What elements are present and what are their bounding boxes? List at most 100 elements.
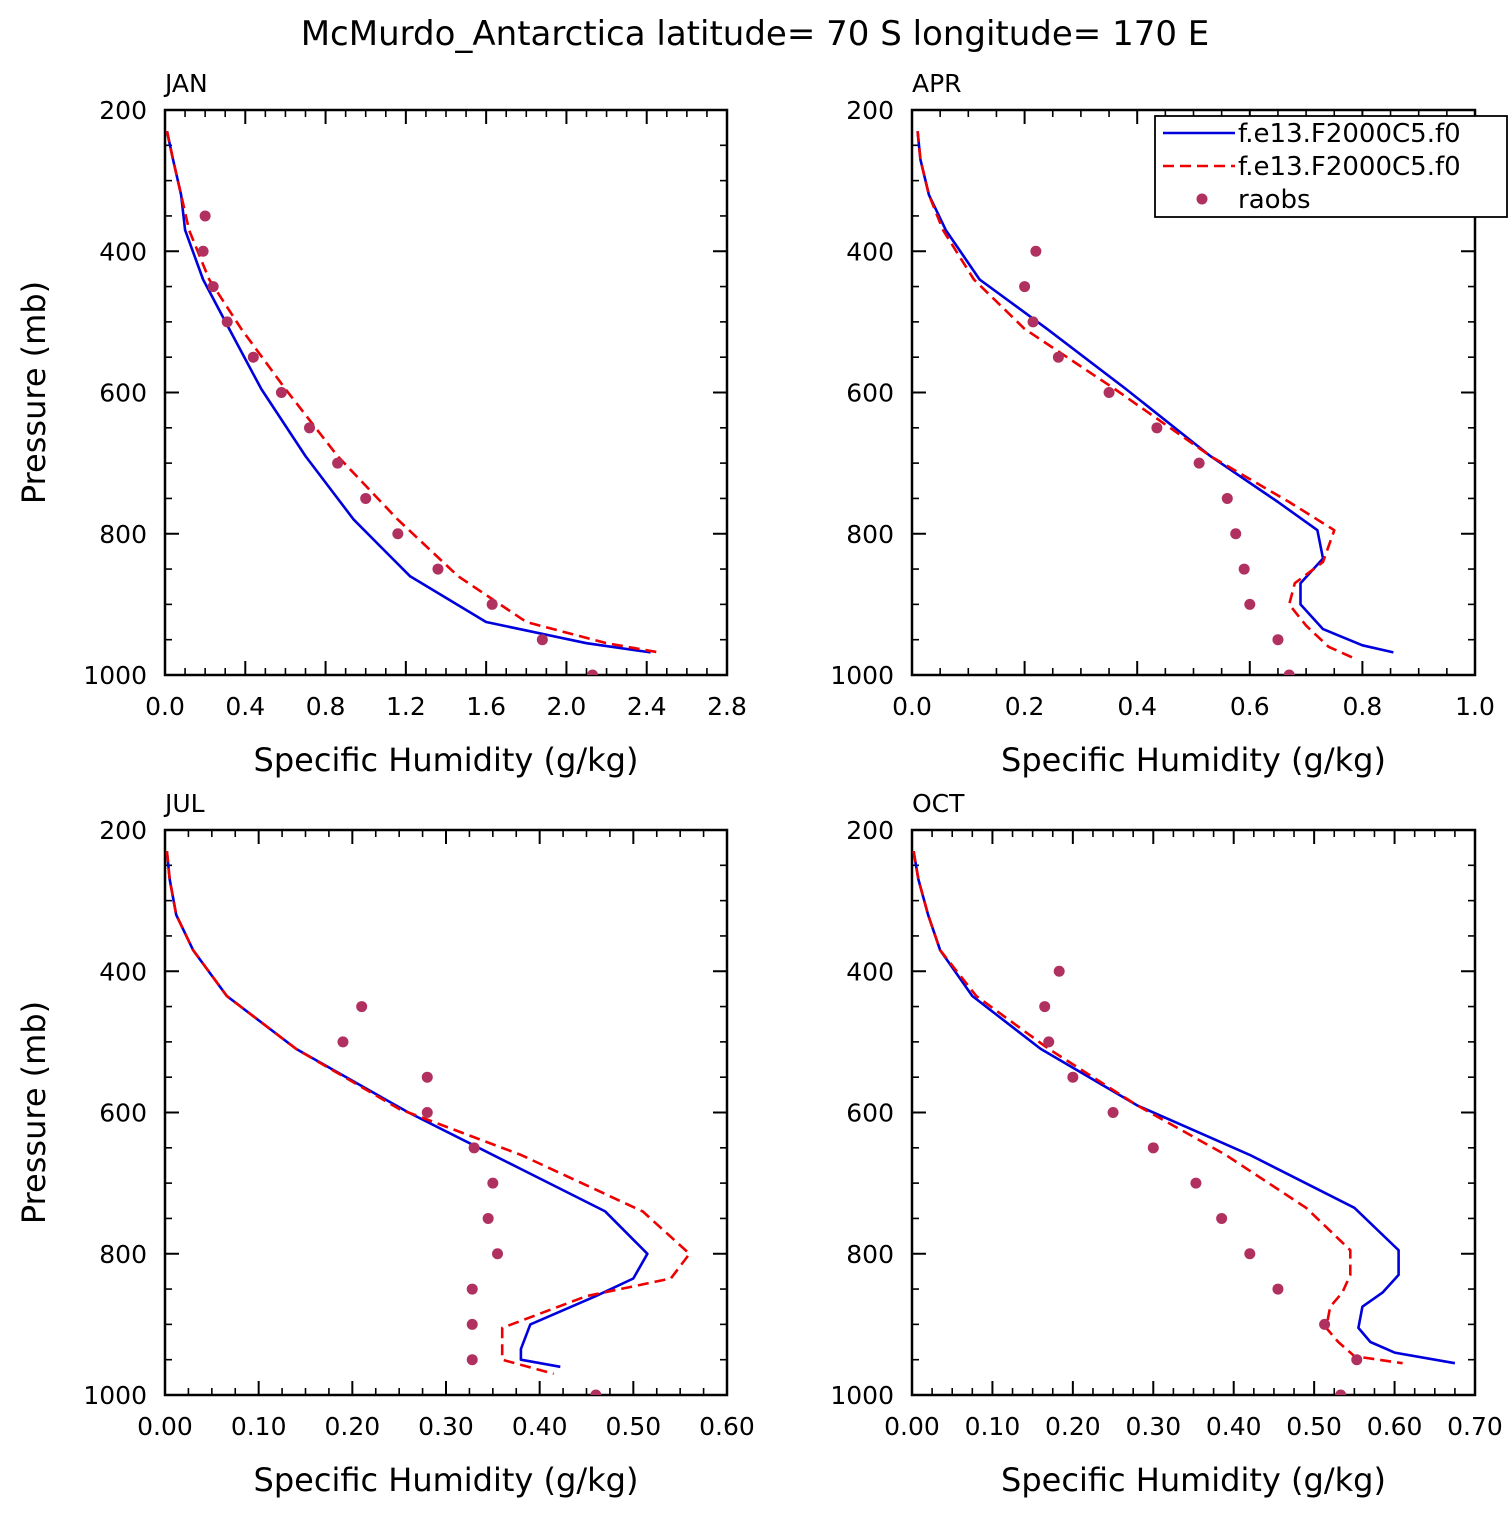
chart-title: McMurdo_Antarctica latitude= 70 S longit… xyxy=(301,14,1210,54)
raobs-point xyxy=(1103,387,1115,398)
raobs-point xyxy=(1053,965,1065,977)
panel-jan: JAN 0.0 0.4 0.8 1.2 1.6 2.0 2.4 2.8 200 400 600 800 1… xyxy=(15,69,747,779)
legend-label: f.e13.F2000C5.f0 xyxy=(1238,152,1461,182)
raobs-point xyxy=(392,528,404,540)
y-tick-label: 400 xyxy=(99,237,147,266)
y-tick-label: 200 xyxy=(99,816,147,845)
raobs-point xyxy=(482,1212,494,1224)
raobs-point xyxy=(1238,563,1250,575)
legend-label: f.e13.F2000C5.f0 xyxy=(1238,119,1461,149)
x-tick-label: 0.40 xyxy=(512,1412,568,1441)
raobs-point xyxy=(1151,422,1163,434)
x-tick-label: 0.30 xyxy=(1125,1412,1181,1441)
panel-label: JAN xyxy=(163,69,208,98)
plot-area xyxy=(916,131,1394,675)
panel-apr: APR 0.0 0.2 0.4 0.6 0.8 1.0 200 400 600 800 1000 Spe… xyxy=(830,69,1495,779)
legend-label: raobs xyxy=(1238,185,1311,215)
x-tick-label: 2.8 xyxy=(707,692,747,721)
raobs-point xyxy=(492,1248,504,1260)
x-tick-label: 0.10 xyxy=(231,1412,287,1441)
x-tick-label: 0.30 xyxy=(418,1412,474,1441)
raobs-point xyxy=(1283,669,1295,675)
x-tick-label: 0.0 xyxy=(892,692,932,721)
raobs-point xyxy=(1216,1212,1228,1224)
series-line-solid xyxy=(165,130,651,654)
x-tick-label: 0.0 xyxy=(145,692,185,721)
raobs-point xyxy=(1193,457,1205,469)
raobs-point xyxy=(1039,1001,1051,1013)
y-tick-label: 1000 xyxy=(830,1381,894,1410)
x-tick-label: 0.20 xyxy=(324,1412,380,1441)
x-tick-label: 0.70 xyxy=(1447,1412,1503,1441)
raobs-point xyxy=(487,1177,499,1189)
x-tick-label: 1.6 xyxy=(466,692,506,721)
raobs-point xyxy=(432,563,444,575)
x-axis-label: Specific Humidity (g/kg) xyxy=(1001,1461,1386,1499)
series-line-dashed xyxy=(912,850,1403,1365)
raobs-point xyxy=(466,1283,478,1295)
x-tick-label: 0.10 xyxy=(965,1412,1021,1441)
raobs-point xyxy=(332,457,344,469)
raobs-point xyxy=(536,634,548,646)
raobs-point xyxy=(1351,1354,1363,1366)
y-tick-label: 600 xyxy=(846,379,894,408)
y-tick-label: 800 xyxy=(846,520,894,549)
x-tick-label: 0.8 xyxy=(1343,692,1383,721)
panel-label: APR xyxy=(912,69,962,98)
y-axis-label: Pressure (mb) xyxy=(15,281,53,504)
panel-label: JUL xyxy=(163,789,205,818)
raobs-point xyxy=(466,1354,478,1366)
raobs-point xyxy=(1067,1071,1079,1083)
x-tick-label: 0.2 xyxy=(1005,692,1045,721)
y-tick-label: 600 xyxy=(99,1099,147,1128)
series-line-dashed xyxy=(165,851,691,1376)
raobs-point xyxy=(337,1036,349,1048)
plot-frame xyxy=(910,828,1477,1397)
raobs-point xyxy=(1107,1107,1119,1118)
raobs-point xyxy=(199,210,211,222)
panel-label: OCT xyxy=(912,789,965,818)
y-tick-label: 1000 xyxy=(83,1381,147,1410)
x-tick-label: 0.50 xyxy=(605,1412,661,1441)
raobs-point xyxy=(1221,492,1233,504)
y-tick-label: 800 xyxy=(99,1240,147,1269)
x-axis-label: Specific Humidity (g/kg) xyxy=(254,1461,639,1499)
x-tick-label: 0.60 xyxy=(1367,1412,1423,1441)
y-tick-label: 1000 xyxy=(830,661,894,690)
panel-jul: JUL 0.00 0.10 0.20 0.30 0.40 0.50 0.60 200 400 600… xyxy=(15,789,755,1499)
plot-area xyxy=(912,850,1456,1395)
raobs-point xyxy=(421,1107,433,1118)
legend-marker-dot xyxy=(1196,193,1208,205)
y-tick-label: 200 xyxy=(846,96,894,125)
panel-oct: OCT 0.00 0.10 0.20 0.30 0.40 0.50 0.60 0.70 200 40… xyxy=(830,789,1502,1499)
x-tick-label: 0.60 xyxy=(699,1412,755,1441)
x-tick-label: 0.50 xyxy=(1286,1412,1342,1441)
raobs-point xyxy=(197,245,209,257)
x-tick-label: 0.00 xyxy=(884,1412,940,1441)
x-tick-label: 2.0 xyxy=(547,692,587,721)
y-tick-label: 1000 xyxy=(83,661,147,690)
raobs-point xyxy=(275,387,287,398)
raobs-point xyxy=(1052,351,1064,363)
y-axis-label: Pressure (mb) xyxy=(15,1001,53,1224)
y-tick-label: 400 xyxy=(99,957,147,986)
raobs-point xyxy=(468,1142,480,1154)
y-tick-label: 400 xyxy=(846,957,894,986)
x-tick-label: 0.00 xyxy=(137,1412,193,1441)
plot-frame xyxy=(163,108,729,677)
y-tick-label: 800 xyxy=(99,520,147,549)
x-tick-label: 1.2 xyxy=(386,692,426,721)
x-tick-label: 0.4 xyxy=(1117,692,1157,721)
raobs-point xyxy=(486,598,498,610)
series-line-dashed xyxy=(916,131,1358,661)
raobs-point xyxy=(1319,1318,1331,1330)
raobs-point xyxy=(590,1389,602,1395)
raobs-point xyxy=(356,1001,368,1013)
x-tick-label: 0.4 xyxy=(225,692,265,721)
raobs-point xyxy=(247,351,259,363)
x-tick-label: 0.6 xyxy=(1230,692,1270,721)
raobs-point xyxy=(1335,1389,1347,1395)
y-tick-label: 200 xyxy=(99,96,147,125)
